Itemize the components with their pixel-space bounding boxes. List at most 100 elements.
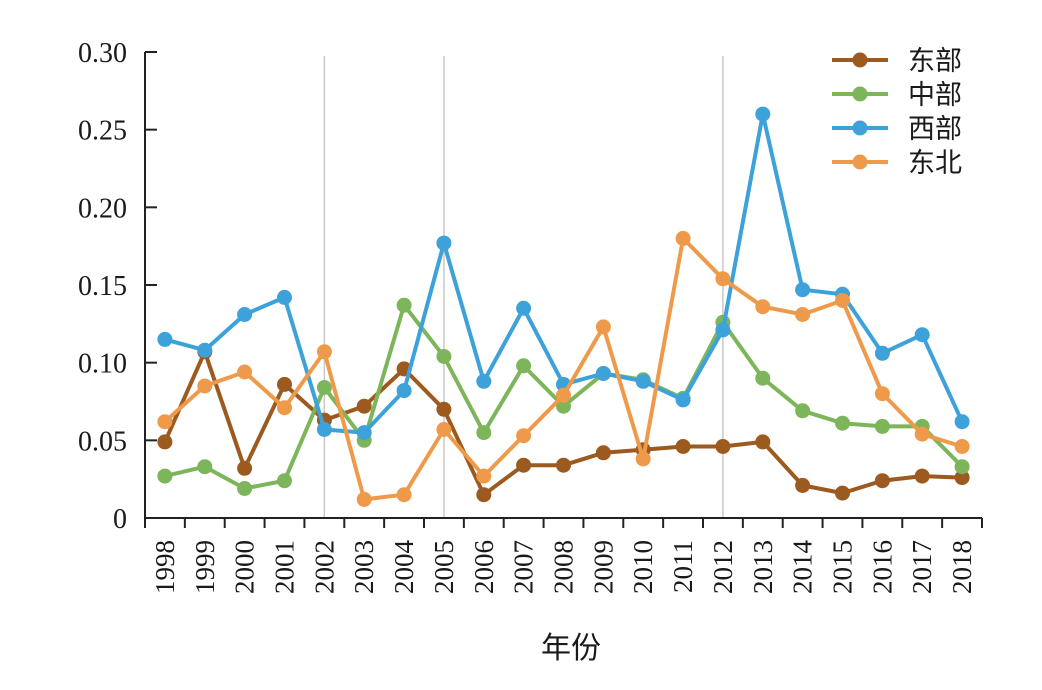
y-tick-label: 0.10 xyxy=(78,349,127,380)
data-point xyxy=(795,403,811,419)
legend-label: 中部 xyxy=(908,80,962,111)
y-tick-label: 0.25 xyxy=(78,116,127,147)
legend-marker xyxy=(852,120,868,136)
legend-marker xyxy=(852,154,868,170)
data-point xyxy=(277,400,292,416)
y-tick-label: 0.20 xyxy=(78,193,127,224)
x-tick-label: 1999 xyxy=(190,540,220,594)
data-point xyxy=(795,307,811,322)
data-point xyxy=(277,289,292,305)
legend-item: 西部 xyxy=(832,114,962,145)
data-point xyxy=(237,364,253,380)
data-point xyxy=(595,319,611,335)
data-point xyxy=(436,235,452,251)
x-tick-label: 2010 xyxy=(628,540,658,594)
data-point xyxy=(157,414,173,430)
y-tick-label: 0.15 xyxy=(78,271,127,302)
data-point xyxy=(675,230,691,246)
data-point xyxy=(157,331,173,347)
x-axis-ticks: 1998 1999 2000 2001 2002 2003 2004 2005 2006 2007… xyxy=(144,518,983,595)
x-tick-label: 2011 xyxy=(668,540,698,593)
x-tick-label: 2014 xyxy=(788,540,818,595)
data-point xyxy=(516,428,532,444)
y-tick-label: 0.05 xyxy=(78,426,127,457)
data-point xyxy=(396,383,412,399)
x-tick-label: 2016 xyxy=(867,540,897,594)
legend-item: 中部 xyxy=(832,80,962,111)
data-point xyxy=(436,401,452,417)
x-tick-label: 2009 xyxy=(588,540,618,594)
data-point xyxy=(316,422,332,437)
data-point xyxy=(954,414,970,430)
series-4 xyxy=(157,230,970,507)
data-point xyxy=(715,271,731,287)
data-point xyxy=(157,434,173,450)
data-point xyxy=(556,398,571,414)
data-point xyxy=(874,345,890,361)
data-point xyxy=(556,387,571,403)
data-point xyxy=(635,451,651,467)
data-point xyxy=(675,392,691,408)
x-tick-label: 2006 xyxy=(469,540,499,594)
data-point xyxy=(356,425,372,441)
data-point xyxy=(476,373,492,389)
x-tick-label: 2003 xyxy=(349,540,379,594)
data-point xyxy=(476,487,492,503)
legend-label: 东北 xyxy=(908,148,962,179)
y-tick-label: 0.30 xyxy=(78,38,127,69)
data-point xyxy=(316,380,332,395)
data-point xyxy=(675,439,691,454)
x-tick-label: 2001 xyxy=(270,540,300,594)
data-point xyxy=(835,485,850,501)
x-tick-label: 1998 xyxy=(150,540,180,594)
x-tick-label: 2015 xyxy=(828,540,858,594)
legend-label: 东部 xyxy=(908,46,962,77)
legend-label: 西部 xyxy=(908,114,962,145)
x-tick-label: 2018 xyxy=(947,540,977,594)
data-point xyxy=(914,468,930,484)
data-point xyxy=(914,327,930,343)
data-point xyxy=(516,457,532,473)
x-tick-label: 2004 xyxy=(389,540,419,595)
data-point xyxy=(954,439,970,454)
x-tick-label: 2008 xyxy=(549,540,579,594)
data-point xyxy=(197,342,213,358)
x-tick-label: 2012 xyxy=(708,540,738,594)
data-point xyxy=(795,282,811,298)
data-point xyxy=(197,378,213,394)
data-point xyxy=(635,373,651,389)
legend-marker xyxy=(852,86,868,102)
data-point xyxy=(874,418,890,434)
x-tick-label: 2005 xyxy=(429,540,459,594)
data-point xyxy=(715,439,731,454)
x-tick-label: 2007 xyxy=(509,540,539,594)
x-axis-title: 年份 xyxy=(541,631,601,666)
data-point xyxy=(755,299,771,315)
x-tick-label: 2017 xyxy=(907,540,937,594)
data-point xyxy=(595,445,611,461)
data-point xyxy=(595,366,611,381)
data-point xyxy=(516,358,532,374)
data-point xyxy=(197,459,213,475)
legend-marker xyxy=(852,52,868,68)
data-point xyxy=(835,293,850,308)
data-point xyxy=(277,376,292,392)
x-tick-label: 2002 xyxy=(309,540,339,594)
data-point xyxy=(476,468,492,484)
data-point xyxy=(556,457,571,473)
data-point xyxy=(954,470,970,486)
data-point xyxy=(316,344,332,360)
x-tick-label: 2000 xyxy=(230,540,260,594)
data-point xyxy=(436,422,452,437)
data-point xyxy=(436,349,452,364)
data-point xyxy=(755,434,771,450)
data-point xyxy=(914,426,930,442)
data-point xyxy=(954,459,970,475)
data-point xyxy=(516,300,532,316)
legend-item: 东部 xyxy=(832,46,962,77)
data-point xyxy=(835,415,850,431)
data-point xyxy=(874,473,890,489)
data-point xyxy=(356,398,372,414)
legend-item: 东北 xyxy=(832,148,962,179)
